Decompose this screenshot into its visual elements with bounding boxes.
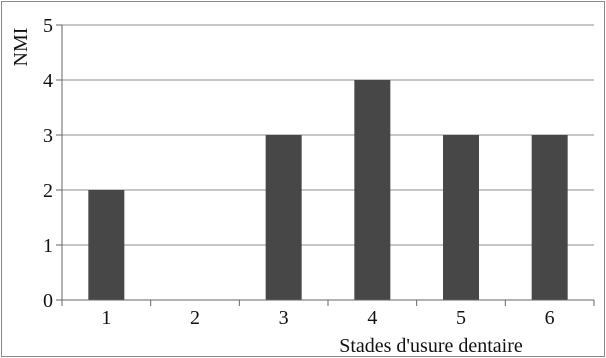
x-tick-label: 6 bbox=[545, 307, 555, 329]
gridlines bbox=[62, 24, 594, 246]
x-tick-label: 1 bbox=[101, 307, 111, 329]
y-tick-label: 3 bbox=[43, 125, 53, 147]
y-tick-label: 4 bbox=[43, 70, 53, 92]
axes bbox=[56, 24, 595, 306]
bar-6 bbox=[531, 135, 568, 300]
y-tick-label: 0 bbox=[43, 290, 53, 312]
x-tick-label: 3 bbox=[279, 307, 289, 329]
y-tick-labels: 0 1 2 3 4 5 bbox=[43, 15, 53, 312]
x-tick-labels: 1 2 3 4 5 6 bbox=[101, 307, 554, 329]
y-tick-label: 5 bbox=[43, 15, 53, 37]
bar-5 bbox=[443, 135, 479, 300]
y-axis-label: NMI bbox=[10, 28, 32, 67]
bars bbox=[88, 80, 568, 300]
x-tick-label: 5 bbox=[456, 307, 466, 329]
bar-3 bbox=[265, 135, 302, 300]
x-tick-label: 2 bbox=[190, 307, 200, 329]
y-tick-label: 2 bbox=[43, 180, 53, 202]
bar-4 bbox=[354, 80, 391, 300]
x-axis-label: Stades d'usure dentaire bbox=[339, 335, 523, 357]
y-tick-label: 1 bbox=[43, 235, 53, 257]
bar-1 bbox=[88, 190, 125, 300]
x-tick-label: 4 bbox=[367, 307, 377, 329]
